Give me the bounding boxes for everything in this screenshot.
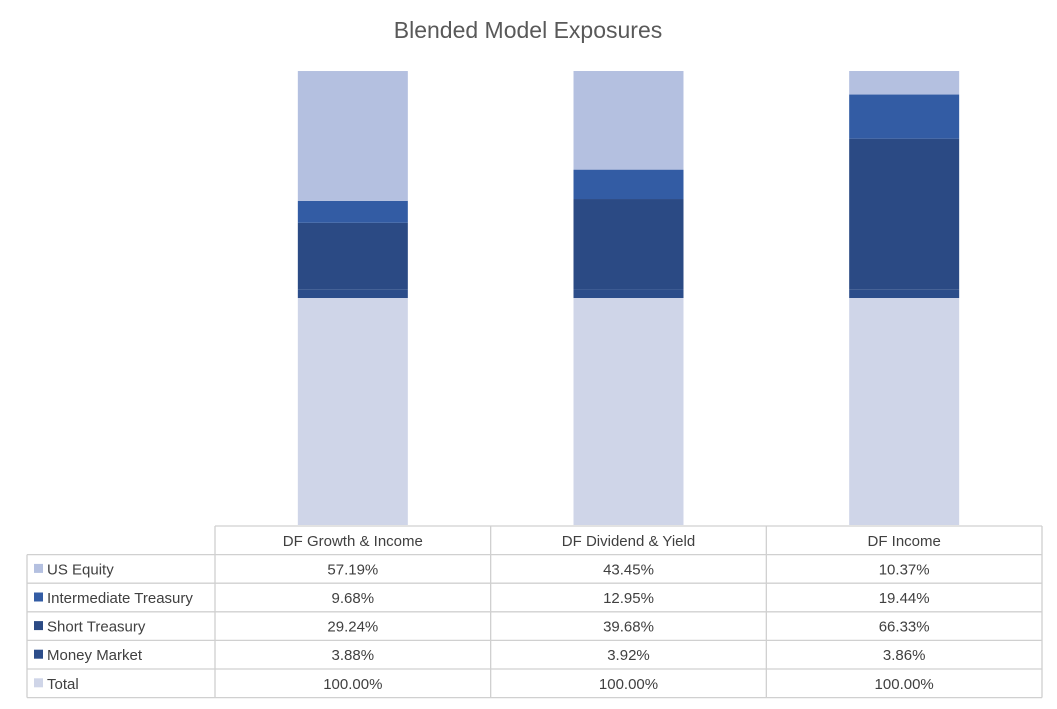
data-label-total-df-dividend-and-yield: 100.00% [599,676,658,693]
data-label-short-treasury-df-growth-and-income: 29.24% [327,619,378,636]
bar-short-treasury-df-income [849,138,960,290]
bar-intermediate-treasury-df-dividend-and-yield [573,169,684,200]
legend-swatch-us-equity [34,563,43,573]
series-label-intermediate-treasury: Intermediate Treasury [47,590,193,607]
data-label-us-equity-df-growth-and-income: 57.19% [327,561,378,578]
bar-us-equity-df-growth-and-income [297,71,408,201]
bar-us-equity-df-income [849,71,960,95]
category-label-df-income: DF Income [867,533,940,550]
bar-total-df-income [849,298,960,525]
bar-short-treasury-df-growth-and-income [297,222,408,290]
data-label-short-treasury-df-income: 66.33% [879,619,930,636]
bar-short-treasury-df-dividend-and-yield [573,199,684,290]
bar-intermediate-treasury-df-income [849,94,960,139]
data-table: DF Growth & Income DF Dividend & Yield DF … [26,525,1043,699]
data-label-total-df-income: 100.00% [875,676,934,693]
legend-swatch-short-treasury [34,621,43,631]
bar-money-market-df-income [849,289,960,298]
bar-total-df-growth-and-income [297,298,408,525]
data-label-money-market-df-growth-and-income: 3.88% [332,647,375,664]
bar-total-df-dividend-and-yield [573,298,684,525]
chart-title: Blended Model Exposures [394,17,663,43]
series-label-money-market: Money Market [47,647,143,664]
data-label-us-equity-df-income: 10.37% [879,561,930,578]
legend-swatch-money-market [34,649,43,659]
data-label-money-market-df-dividend-and-yield: 3.92% [607,647,650,664]
data-label-intermediate-treasury-df-dividend-and-yield: 12.95% [603,590,654,607]
data-label-total-df-growth-and-income: 100.00% [323,676,382,693]
bar-intermediate-treasury-df-growth-and-income [297,200,408,223]
series-label-total: Total [47,676,79,693]
category-label-df-dividend-and-yield: DF Dividend & Yield [562,533,695,550]
bar-money-market-df-growth-and-income [297,289,408,298]
legend-swatch-intermediate-treasury [34,592,43,602]
bars-group [297,71,960,525]
category-label-df-growth-and-income: DF Growth & Income [283,533,423,550]
data-label-intermediate-treasury-df-growth-and-income: 9.68% [332,590,375,607]
bar-money-market-df-dividend-and-yield [573,289,684,298]
data-label-intermediate-treasury-df-income: 19.44% [879,590,930,607]
bar-us-equity-df-dividend-and-yield [573,71,684,170]
data-label-us-equity-df-dividend-and-yield: 43.45% [603,561,654,578]
data-label-money-market-df-income: 3.86% [883,647,926,664]
legend-swatch-total [34,678,43,688]
series-label-us-equity: US Equity [47,561,114,578]
series-label-short-treasury: Short Treasury [47,619,146,636]
data-label-short-treasury-df-dividend-and-yield: 39.68% [603,619,654,636]
